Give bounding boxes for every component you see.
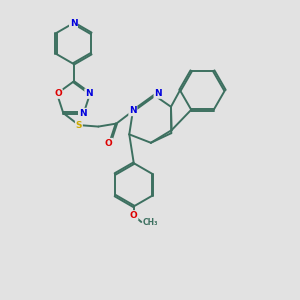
Text: N: N: [129, 106, 137, 116]
Text: N: N: [70, 19, 77, 28]
Text: CH₃: CH₃: [142, 218, 158, 227]
Text: N: N: [154, 89, 162, 98]
Text: S: S: [76, 121, 82, 130]
Text: O: O: [130, 211, 138, 220]
Text: N: N: [79, 109, 86, 118]
Text: O: O: [54, 89, 62, 98]
Text: O: O: [105, 139, 112, 148]
Text: N: N: [85, 89, 93, 98]
